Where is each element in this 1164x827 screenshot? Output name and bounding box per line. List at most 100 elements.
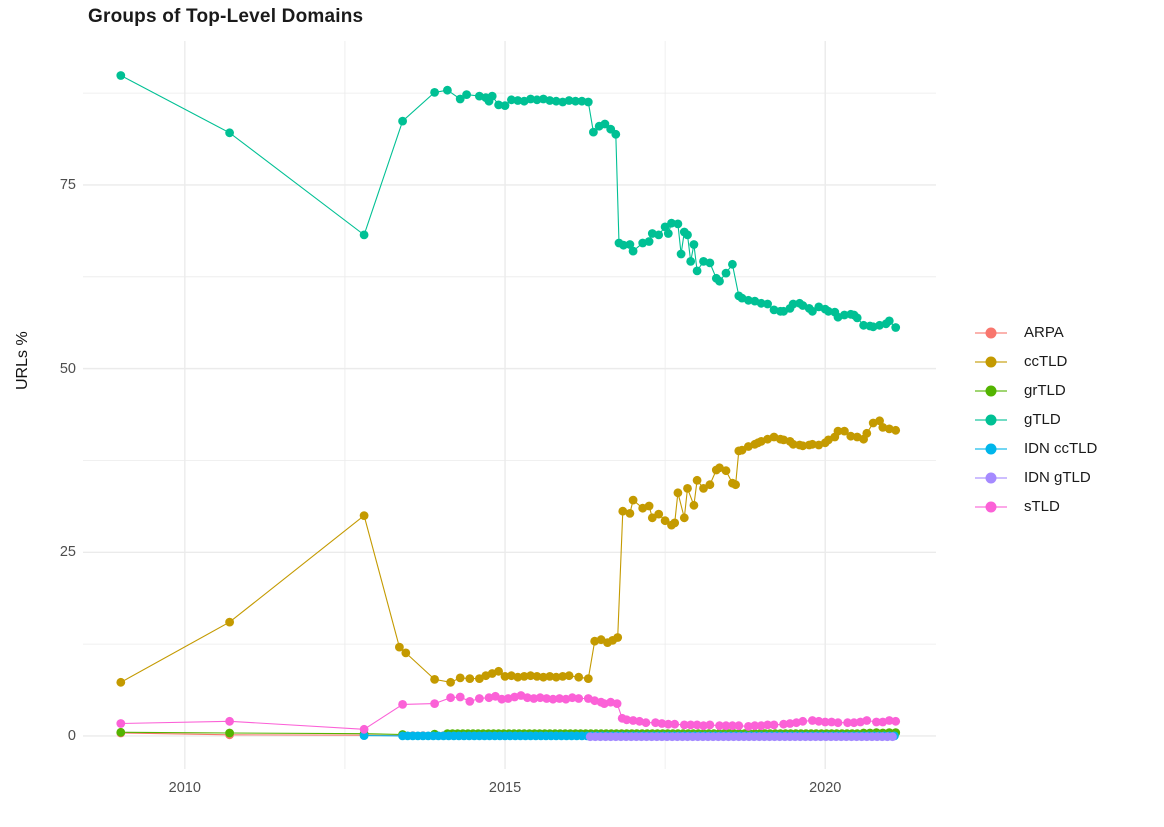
x-tick-label: 2010 bbox=[168, 780, 201, 796]
series-point-gTLD bbox=[840, 310, 849, 320]
series-point-sTLD bbox=[475, 694, 484, 703]
legend-key-dot bbox=[985, 443, 997, 454]
series-point-gTLD bbox=[824, 306, 833, 316]
legend-key-icon bbox=[975, 327, 1007, 338]
series-point-ccTLD bbox=[808, 439, 817, 449]
legend-item-grTLD: grTLD bbox=[974, 376, 1097, 405]
series-point-ccTLD bbox=[625, 509, 635, 518]
series-point-gTLD bbox=[852, 313, 862, 323]
series-point-ccTLD bbox=[446, 677, 455, 687]
series-point-ccTLD bbox=[721, 466, 731, 476]
series-point-gTLD bbox=[705, 258, 715, 268]
series-point-gTLD bbox=[443, 85, 452, 95]
series-point-gTLD bbox=[577, 96, 587, 106]
series-point-gTLD bbox=[744, 295, 753, 305]
series-point-gTLD bbox=[551, 96, 561, 106]
series-point-ccTLD bbox=[689, 500, 699, 510]
series-point-ccTLD bbox=[583, 674, 593, 683]
series-point-gTLD bbox=[455, 94, 465, 104]
series-point-sTLD bbox=[728, 721, 737, 731]
series-point-sTLD bbox=[548, 694, 558, 704]
series-point-sTLD bbox=[574, 694, 584, 703]
legend-item-label: IDN gTLD bbox=[1024, 469, 1091, 486]
series-point-gTLD bbox=[660, 222, 670, 232]
legend-key-icon bbox=[975, 443, 1007, 454]
series-point-ccTLD bbox=[833, 426, 843, 436]
series-point-sTLD bbox=[862, 716, 872, 725]
series-line-ccTLD bbox=[120, 420, 896, 683]
series-point-gTLD bbox=[884, 316, 894, 326]
series-point-sTLD bbox=[628, 716, 638, 725]
legend-item-label: sTLD bbox=[1024, 498, 1060, 515]
series-point-grTLD bbox=[225, 728, 235, 738]
series-point-ccTLD bbox=[225, 617, 235, 627]
series-point-ccTLD bbox=[692, 475, 702, 485]
series-point-sTLD bbox=[542, 694, 551, 703]
series-point-sTLD bbox=[679, 720, 689, 730]
series-point-sTLD bbox=[622, 715, 632, 725]
series-point-sTLD bbox=[715, 721, 724, 731]
legend-item-gTLD: gTLD bbox=[974, 405, 1097, 434]
series-point-ccTLD bbox=[628, 495, 638, 505]
series-point-sTLD bbox=[763, 720, 772, 730]
series-point-sTLD bbox=[843, 718, 852, 728]
x-tick-label: 2020 bbox=[809, 780, 842, 796]
legend-item-sTLD: sTLD bbox=[974, 492, 1097, 521]
series-point-gTLD bbox=[513, 96, 523, 105]
series-point-ccTLD bbox=[840, 426, 849, 436]
chart-title: Groups of Top-Level Domains bbox=[88, 6, 364, 27]
series-point-sTLD bbox=[756, 721, 766, 731]
series-point-gTLD bbox=[689, 240, 699, 249]
series-point-ccTLD bbox=[683, 484, 692, 493]
series-point-gTLD bbox=[728, 259, 737, 269]
series-point-sTLD bbox=[833, 718, 843, 728]
series-point-sTLD bbox=[398, 700, 407, 709]
series-point-sTLD bbox=[734, 721, 744, 731]
series-point-ccTLD bbox=[670, 518, 680, 528]
series-point-IDN-ccTLD bbox=[359, 731, 369, 740]
series-point-gTLD bbox=[225, 128, 235, 138]
series-point-ccTLD bbox=[526, 671, 535, 681]
y-tick-label: 0 bbox=[67, 727, 76, 744]
series-point-ccTLD bbox=[731, 480, 740, 490]
series-point-ccTLD bbox=[430, 675, 439, 684]
series-point-sTLD bbox=[657, 719, 667, 728]
series-point-gTLD bbox=[611, 129, 621, 139]
series-point-sTLD bbox=[567, 693, 577, 703]
series-point-sTLD bbox=[692, 720, 702, 730]
series-point-gTLD bbox=[859, 320, 868, 330]
legend-key-dot bbox=[985, 356, 997, 367]
y-tick-label: 75 bbox=[59, 176, 76, 193]
series-point-ccTLD bbox=[891, 425, 901, 435]
legend-item-label: IDN ccTLD bbox=[1024, 440, 1098, 457]
series-point-ccTLD bbox=[699, 484, 708, 493]
series-point-sTLD bbox=[497, 694, 507, 704]
series-point-sTLD bbox=[225, 716, 235, 726]
series-point-ccTLD bbox=[613, 633, 623, 642]
series-point-gTLD bbox=[619, 240, 628, 250]
series-point-ccTLD bbox=[737, 445, 747, 455]
series-point-sTLD bbox=[455, 692, 465, 702]
series-point-ccTLD bbox=[551, 672, 561, 682]
series-point-gTLD bbox=[500, 101, 510, 110]
series-point-gTLD bbox=[663, 229, 673, 238]
legend-key-dot bbox=[985, 385, 997, 396]
series-point-sTLD bbox=[891, 716, 901, 726]
series-point-ccTLD bbox=[395, 642, 404, 652]
series-point-ccTLD bbox=[644, 501, 654, 511]
legend-key-icon bbox=[975, 501, 1007, 512]
legend-item-IDN-ccTLD: IDN ccTLD bbox=[974, 434, 1097, 463]
series-point-sTLD bbox=[814, 716, 824, 726]
series-point-gTLD bbox=[600, 119, 610, 129]
series-point-ccTLD bbox=[539, 672, 548, 682]
series-point-sTLD bbox=[430, 699, 439, 708]
series-point-sTLD bbox=[535, 693, 545, 703]
series-point-gTLD bbox=[686, 257, 696, 266]
series-point-sTLD bbox=[612, 699, 622, 708]
series-point-ccTLD bbox=[647, 513, 657, 523]
series-point-sTLD bbox=[820, 717, 830, 727]
series-point-ccTLD bbox=[679, 513, 689, 523]
series-point-sTLD bbox=[769, 720, 779, 730]
series-point-gTLD bbox=[494, 100, 503, 110]
